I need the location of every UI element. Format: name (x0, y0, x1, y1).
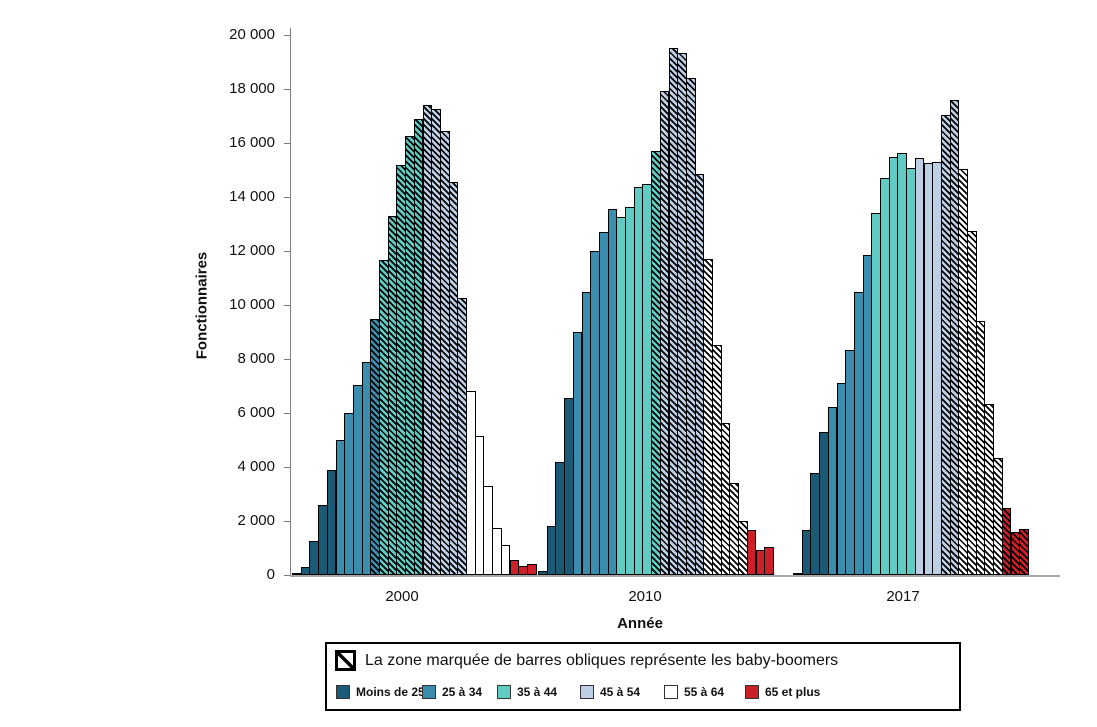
legend-note-row: La zone marquée de barres obliques repré… (335, 650, 838, 671)
y-tick-label: 8 000 (237, 350, 275, 367)
legend-note-text: La zone marquée de barres obliques repré… (365, 651, 839, 669)
y-tick-mark (284, 413, 290, 414)
y-tick-label: 2 000 (237, 512, 275, 529)
legend-swatch (336, 685, 350, 699)
legend-label: 25 à 34 (442, 685, 483, 699)
legend-swatch (422, 685, 436, 699)
y-tick-mark (284, 197, 290, 198)
y-tick-label: 0 (266, 566, 275, 583)
y-tick-label: 4 000 (237, 458, 275, 475)
legend-swatch (745, 685, 759, 699)
x-axis-line (290, 575, 1060, 577)
y-tick-label: 18 000 (229, 80, 275, 97)
legend-swatch (664, 685, 678, 699)
y-tick-label: 10 000 (229, 296, 275, 313)
legend-label: Moins de 25 (356, 685, 425, 699)
bar (764, 546, 774, 575)
bar (1019, 529, 1029, 575)
legend-label: 35 à 44 (517, 685, 558, 699)
legend-swatch (580, 685, 594, 699)
y-tick-label: 20 000 (229, 26, 275, 43)
x-tick-label: 2000 (385, 588, 419, 605)
y-axis-line (290, 28, 291, 576)
x-axis-title: Année (617, 615, 663, 632)
y-tick-mark (284, 521, 290, 522)
y-tick-label: 12 000 (229, 242, 275, 259)
x-tick-label: 2010 (628, 588, 662, 605)
y-tick-label: 14 000 (229, 188, 275, 205)
x-tick-label: 2017 (886, 588, 920, 605)
legend-swatch (497, 685, 511, 699)
y-tick-mark (284, 35, 290, 36)
y-tick-label: 6 000 (237, 404, 275, 421)
legend-label: 55 à 64 (684, 685, 725, 699)
y-tick-mark (284, 251, 290, 252)
y-tick-mark (284, 467, 290, 468)
legend-box: La zone marquée de barres obliques repré… (325, 642, 961, 711)
legend-item: 35 à 44 (497, 685, 557, 699)
hatch-icon (335, 650, 356, 671)
legend-item: 25 à 34 (422, 685, 482, 699)
bar (526, 563, 537, 575)
y-tick-mark (284, 143, 290, 144)
legend-item: Moins de 25 (336, 685, 425, 699)
y-tick-label: 16 000 (229, 134, 275, 151)
legend-label: 65 et plus (765, 685, 821, 699)
y-tick-mark (284, 359, 290, 360)
legend-item: 45 à 54 (580, 685, 640, 699)
y-tick-mark (284, 89, 290, 90)
y-tick-mark (284, 575, 290, 576)
legend-item: 65 et plus (745, 685, 820, 699)
legend-item: 55 à 64 (664, 685, 724, 699)
y-tick-mark (284, 305, 290, 306)
legend-label: 45 à 54 (600, 685, 641, 699)
